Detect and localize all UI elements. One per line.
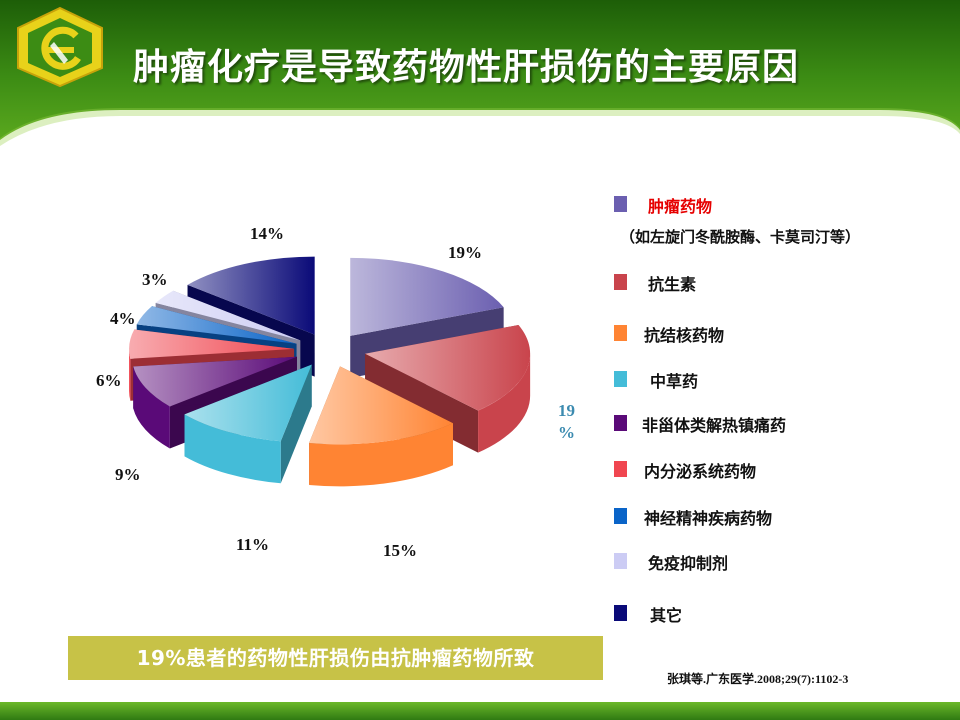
pie-slice-rim bbox=[309, 423, 453, 487]
legend-label: 中草药 bbox=[650, 372, 699, 391]
data-label-immuno: 3% bbox=[142, 270, 168, 289]
legend-swatch bbox=[614, 196, 627, 212]
pie-slice-top bbox=[187, 256, 315, 335]
pie-slice-rim bbox=[129, 348, 131, 401]
data-label-tumor-drugs: 19% bbox=[448, 243, 482, 262]
legend-swatch bbox=[614, 553, 627, 569]
pie-slice-rim bbox=[133, 366, 170, 449]
legend-label: 抗生素 bbox=[648, 275, 697, 294]
legend-label: 抗结核药物 bbox=[644, 326, 725, 345]
pie-slice-top bbox=[365, 324, 531, 411]
data-label-herbal: 11% bbox=[236, 535, 270, 554]
legend-label: 肿瘤药物 bbox=[648, 197, 713, 216]
data-label-other: 14% bbox=[250, 224, 284, 243]
header-band bbox=[0, 0, 960, 140]
pie-slice-top bbox=[184, 364, 312, 442]
footer-band bbox=[0, 702, 960, 720]
data-label-nsaid: 9% bbox=[115, 465, 141, 484]
pie-slice-top bbox=[133, 356, 297, 407]
data-label-anti-tb: 15% bbox=[383, 541, 417, 560]
legend-swatch bbox=[614, 371, 627, 387]
legend-label: 非甾体类解热镇痛药 bbox=[642, 416, 787, 435]
pie-slice-top bbox=[350, 257, 504, 336]
legend-swatch bbox=[614, 415, 627, 431]
header-highlight bbox=[0, 108, 960, 146]
logo-icon bbox=[17, 6, 103, 88]
conclusion-banner: 19%患者的药物性肝损伤由抗肿瘤药物所致 bbox=[68, 636, 603, 680]
legend-label: 其它 bbox=[650, 606, 683, 625]
legend-label: 免疫抑制剂 bbox=[648, 554, 729, 573]
legend-label: 神经精神疾病药物 bbox=[644, 509, 773, 528]
pie-slice-top bbox=[129, 329, 295, 359]
legend-swatch bbox=[614, 461, 627, 477]
data-label-neuro: 4% bbox=[110, 309, 136, 328]
pie-slice-anti-tb bbox=[309, 366, 453, 487]
legend-swatch bbox=[614, 325, 627, 341]
pie-slice-herbal bbox=[184, 364, 312, 484]
pie-slice-top bbox=[155, 290, 301, 341]
citation: 张琪等.广东医学.2008;29(7):1102-3 bbox=[667, 672, 849, 686]
pie-slice-rim bbox=[184, 414, 281, 484]
legend-swatch bbox=[614, 605, 627, 621]
pie-slice-top bbox=[136, 306, 297, 344]
pie-slice-top bbox=[309, 366, 453, 445]
legend-swatch bbox=[614, 274, 627, 290]
legend-label: 内分泌系统药物 bbox=[644, 462, 757, 481]
legend-swatch bbox=[614, 508, 627, 524]
data-label-endocrine: 6% bbox=[96, 371, 122, 390]
data-label-antibiotics-part1: 19 bbox=[558, 401, 575, 420]
data-label-antibiotics: 19% bbox=[558, 400, 575, 444]
legend-note: （如左旋门冬酰胺酶、卡莫司汀等） bbox=[620, 228, 861, 246]
page-title: 肿瘤化疗是导致药物性肝损伤的主要原因 bbox=[133, 47, 800, 88]
data-label-antibiotics-part2: % bbox=[558, 423, 575, 442]
pie-slice-rim bbox=[478, 353, 531, 453]
